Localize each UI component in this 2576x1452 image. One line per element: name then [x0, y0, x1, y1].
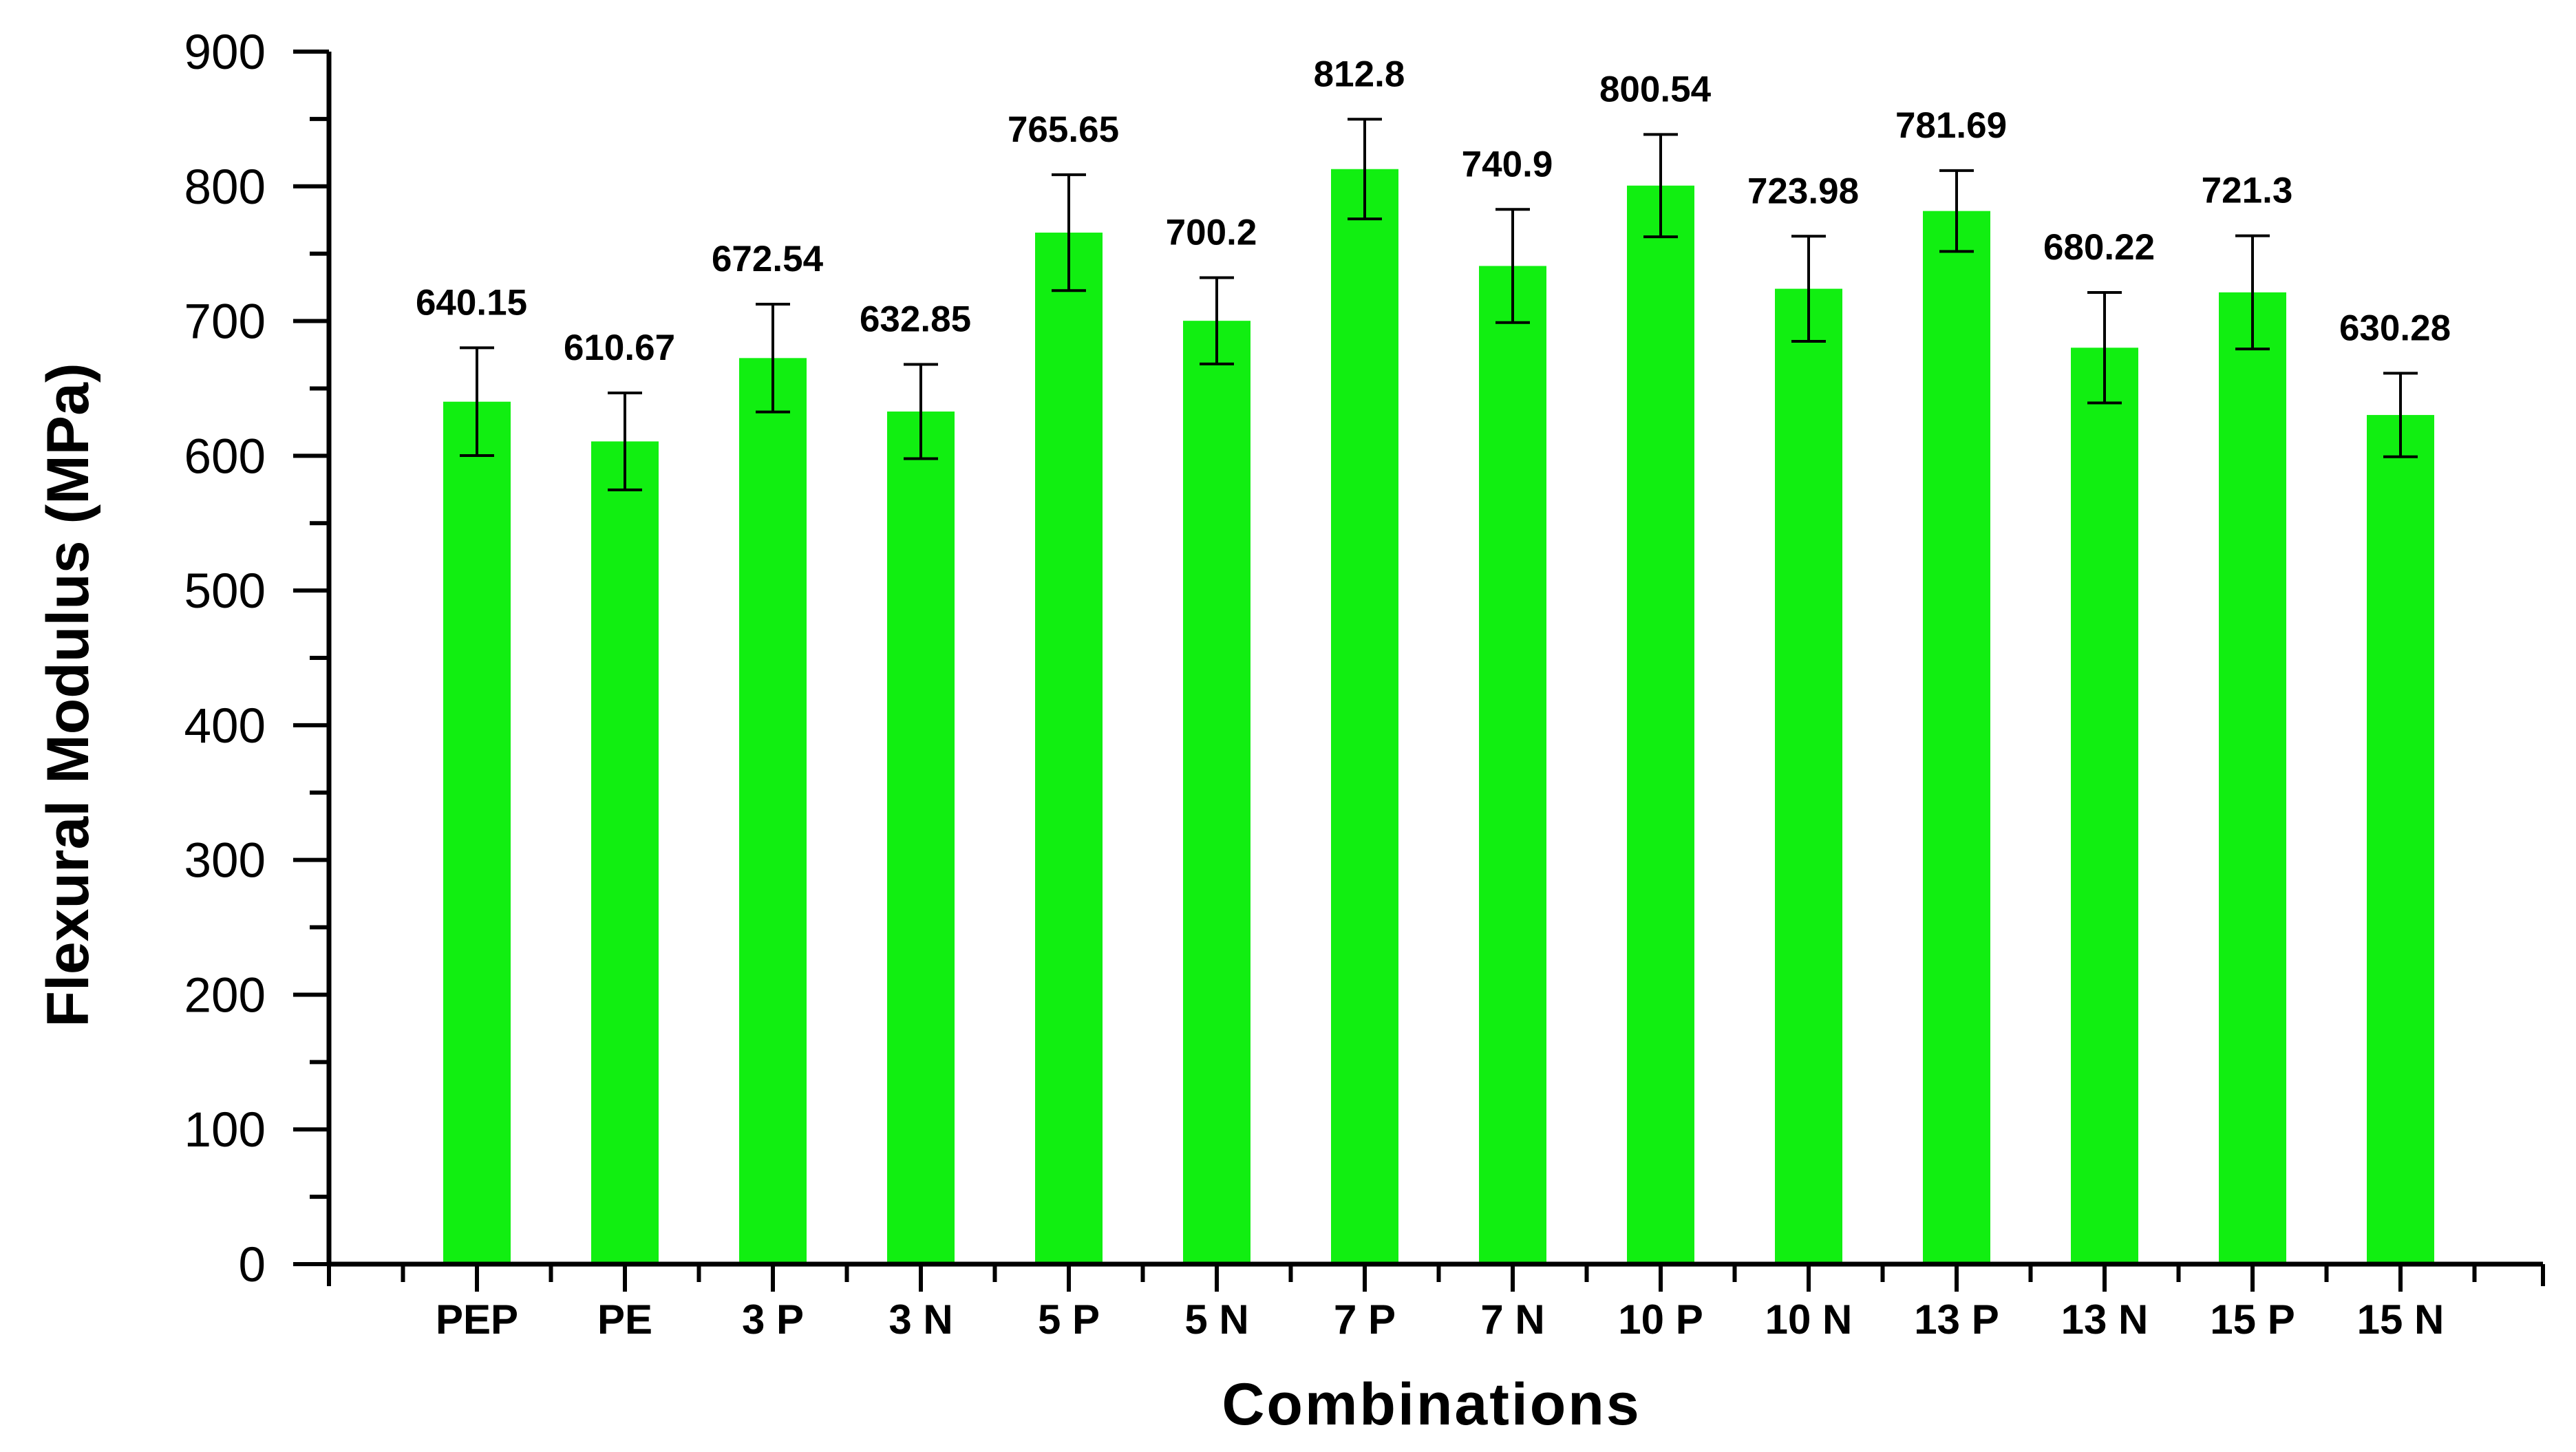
error-bar	[1643, 133, 1678, 239]
category-label: 5 N	[1184, 1296, 1248, 1343]
value-label: 672.54	[712, 239, 824, 279]
category-label: 10 P	[1618, 1296, 1703, 1343]
y-ticks-layer: 0 100 200 300 400 500 600 700 800 900	[184, 25, 329, 1292]
bar	[1331, 169, 1398, 1264]
bar	[887, 412, 955, 1265]
bar	[443, 401, 511, 1265]
error-bar	[1052, 173, 1086, 292]
bar	[2219, 292, 2286, 1265]
category-label: 5 P	[1038, 1296, 1100, 1343]
y-tick-label: 0	[239, 1238, 266, 1292]
category-label: 15 N	[2357, 1296, 2445, 1343]
y-tick-label: 300	[184, 834, 266, 888]
category-label: PEP	[436, 1296, 518, 1343]
y-axis-title: Flexural Modulus (MPa)	[35, 363, 101, 1027]
bar	[1627, 185, 1694, 1264]
bar	[1479, 266, 1546, 1265]
category-label: 13 P	[1914, 1296, 1999, 1343]
error-bar	[2087, 291, 2122, 405]
error-bar	[1495, 208, 1530, 324]
x-ticks-layer	[327, 1264, 2545, 1292]
value-label: 740.9	[1462, 144, 1553, 184]
bars-layer	[443, 169, 2434, 1265]
category-label: 7 N	[1480, 1296, 1544, 1343]
category-label: 13 N	[2061, 1296, 2149, 1343]
value-label: 680.22	[2043, 227, 2155, 268]
bar	[591, 441, 659, 1264]
error-bar	[608, 391, 642, 491]
error-bar	[1939, 169, 1974, 253]
bar	[739, 358, 807, 1264]
error-bars-layer	[460, 118, 2418, 491]
error-bar	[1791, 235, 1826, 343]
bar	[1923, 211, 1990, 1264]
bar	[1775, 288, 1842, 1264]
category-label: 7 P	[1334, 1296, 1396, 1343]
error-bar	[2235, 234, 2270, 351]
category-label: 3 N	[888, 1296, 952, 1343]
bar	[2071, 348, 2138, 1264]
category-label: 15 P	[2210, 1296, 2295, 1343]
value-label: 721.3	[2202, 171, 2293, 211]
value-label: 812.8	[1314, 54, 1405, 94]
y-tick-label: 600	[184, 429, 266, 484]
value-label: 630.28	[2339, 308, 2451, 348]
error-bar	[904, 363, 938, 460]
y-tick-label: 700	[184, 295, 266, 350]
x-axis-title: Combinations	[1222, 1371, 1641, 1438]
y-tick-label: 200	[184, 968, 266, 1023]
bar	[1035, 233, 1103, 1264]
y-tick-label: 900	[184, 25, 266, 80]
value-label: 700.2	[1166, 213, 1257, 253]
error-bar	[460, 346, 494, 458]
y-tick-label: 800	[184, 160, 266, 215]
y-tick-label: 100	[184, 1103, 266, 1157]
error-bar	[2383, 372, 2418, 458]
error-bar	[1200, 276, 1234, 365]
category-label: 10 N	[1765, 1296, 1853, 1343]
y-tick-label: 500	[184, 564, 266, 619]
category-label: PE	[597, 1296, 652, 1343]
value-label: 765.65	[1008, 109, 1119, 150]
error-bar	[1348, 118, 1382, 221]
value-label: 800.54	[1599, 69, 1712, 109]
category-labels-layer: PEP PE 3 P 3 N 5 P 5 N 7 P 7 N 10 P 10 N 13 P 13 N 1…	[436, 1296, 2444, 1343]
value-labels-layer: 640.15 610.67 672.54 632.85 765.65 700.2 812.8…	[416, 54, 2451, 368]
bar	[1183, 321, 1250, 1264]
value-label: 640.15	[416, 282, 527, 323]
category-label: 3 P	[742, 1296, 804, 1343]
bar	[2367, 415, 2434, 1265]
error-bar	[756, 303, 790, 414]
value-label: 723.98	[1747, 171, 1859, 211]
value-label: 632.85	[860, 299, 971, 339]
value-label: 781.69	[1895, 105, 2007, 146]
value-label: 610.67	[564, 328, 675, 368]
axes-layer	[326, 52, 2543, 1267]
y-tick-label: 400	[184, 699, 266, 754]
